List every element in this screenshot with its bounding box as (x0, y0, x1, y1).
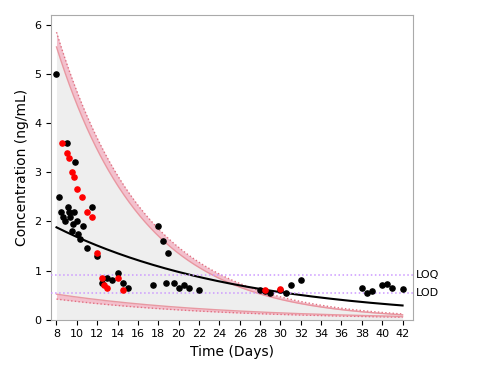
Point (185, 285, 193, 291)
Point (73, 218, 81, 224)
Point (70, 174, 78, 180)
Point (276, 286, 284, 292)
Point (149, 282, 157, 288)
Point (62, 150, 70, 156)
Point (83, 245, 91, 251)
Point (78, 194, 86, 200)
Point (398, 286, 406, 292)
Point (261, 288, 269, 294)
Point (368, 288, 376, 294)
Point (286, 282, 294, 288)
Text: LOQ: LOQ (416, 270, 440, 280)
Point (154, 223, 162, 229)
Point (266, 290, 274, 296)
Point (388, 285, 396, 291)
Point (180, 282, 188, 288)
Point (52, 71, 60, 77)
Point (118, 280, 126, 286)
Point (114, 270, 122, 276)
Point (162, 280, 170, 286)
Point (98, 280, 106, 286)
X-axis label: Time (Days): Time (Days) (190, 345, 274, 359)
Point (64, 204, 72, 210)
Point (104, 275, 112, 281)
Point (64, 209, 72, 215)
Point (68, 169, 76, 175)
Point (88, 214, 96, 220)
Point (100, 282, 108, 288)
Point (363, 290, 371, 296)
Point (70, 209, 78, 215)
Text: LOD: LOD (416, 288, 440, 298)
Point (118, 287, 126, 293)
Point (71, 159, 79, 165)
Point (297, 278, 305, 283)
Point (124, 285, 132, 291)
Point (93, 253, 101, 259)
Point (54, 194, 62, 200)
Point (108, 278, 116, 283)
Point (62, 140, 70, 146)
Point (276, 287, 284, 293)
Point (88, 204, 96, 210)
Y-axis label: Concentration (ng/mL): Concentration (ng/mL) (15, 89, 29, 246)
Point (358, 285, 366, 291)
Point (282, 290, 290, 296)
Point (98, 275, 106, 281)
Point (93, 250, 101, 256)
Point (261, 287, 269, 293)
Point (384, 281, 392, 287)
Point (58, 140, 66, 146)
Point (114, 275, 122, 281)
Point (378, 282, 386, 288)
Point (256, 287, 264, 293)
Point (66, 214, 74, 220)
Point (104, 285, 112, 291)
Point (69, 221, 77, 227)
Point (74, 231, 82, 237)
Point (76, 236, 84, 242)
Point (160, 238, 168, 244)
Point (56, 209, 64, 215)
Point (164, 250, 172, 256)
Point (174, 285, 182, 291)
Point (83, 209, 91, 215)
Point (79, 223, 87, 229)
Point (58, 214, 66, 220)
Point (195, 287, 203, 293)
Point (73, 187, 81, 193)
Point (170, 280, 177, 286)
Point (60, 218, 68, 224)
Point (68, 228, 76, 234)
Point (64, 154, 72, 160)
